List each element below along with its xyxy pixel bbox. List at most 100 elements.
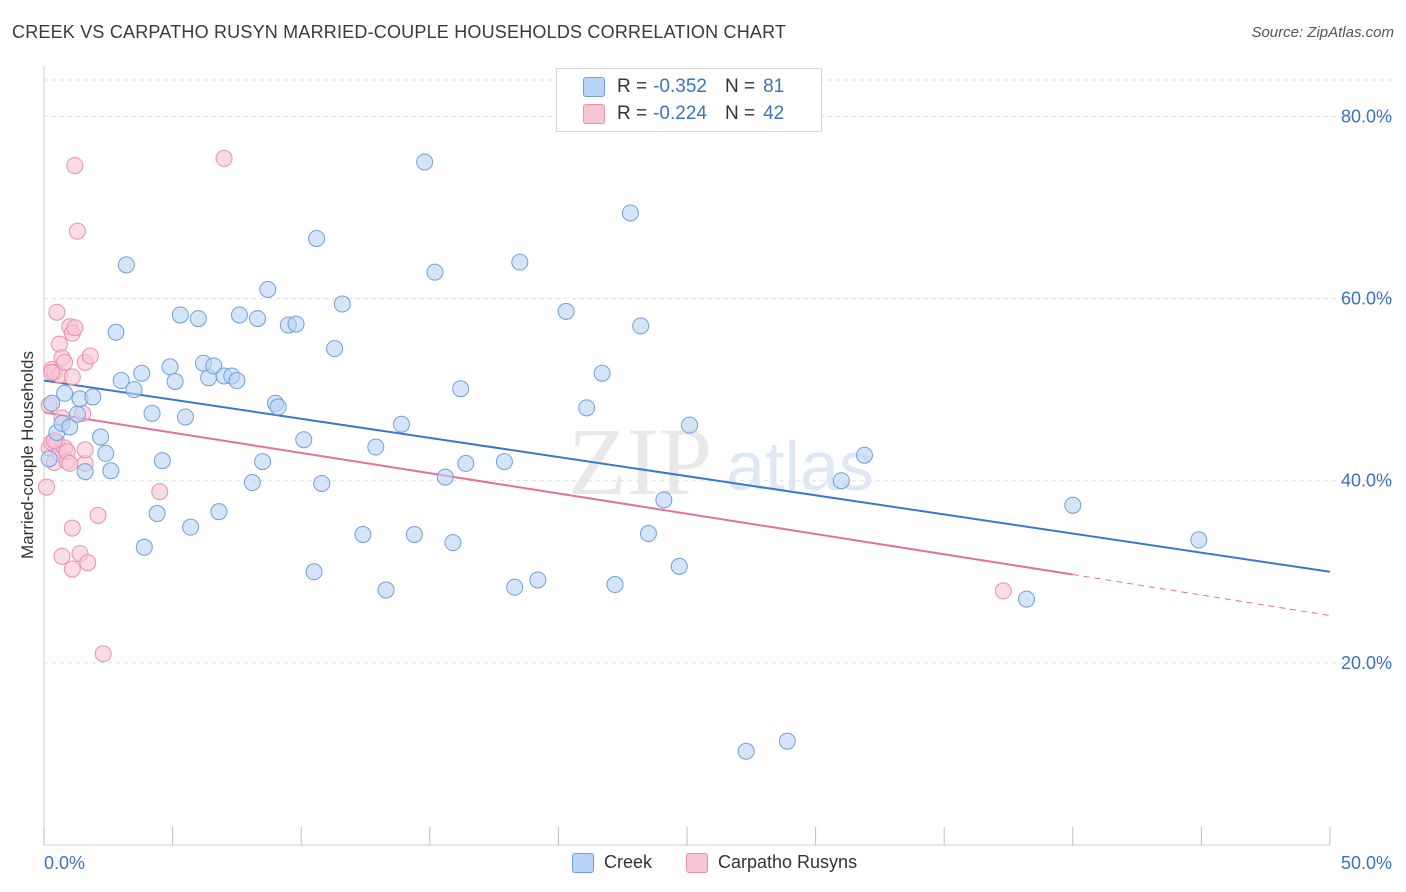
creek-point [107, 323, 125, 341]
rusyn-point [79, 554, 97, 572]
x-tick-label: 50.0% [1341, 853, 1392, 873]
legend-label-creek: Creek [604, 852, 653, 872]
y-tick-label: 40.0% [1341, 471, 1392, 491]
rusyn-point [151, 483, 169, 501]
creek-point [112, 372, 130, 390]
rusyn-swatch [583, 104, 605, 124]
creek-point [452, 380, 470, 398]
creek-point [254, 453, 272, 471]
creek-swatch [572, 852, 594, 873]
creek-point [855, 446, 873, 464]
creek-point [426, 263, 444, 281]
legend-item-carpatho-rusyns[interactable]: Carpatho Rusyns [686, 852, 857, 873]
watermark: ZIP atlas [568, 408, 874, 515]
legend-item-creek[interactable]: Creek [572, 852, 652, 873]
creek-point [495, 453, 513, 471]
rusyn-point [215, 149, 233, 167]
points-creek [40, 153, 1208, 760]
rusyn-trend-extension [1072, 574, 1331, 616]
x-tick-label: 0.0% [44, 853, 85, 873]
creek-point [56, 384, 74, 402]
rusyn-swatch [686, 852, 708, 873]
creek-point [148, 505, 166, 522]
creek-point [295, 431, 313, 449]
creek-point [326, 340, 344, 358]
creek-point [153, 452, 171, 470]
creek-point [1064, 496, 1082, 514]
creek-point [436, 468, 454, 486]
creek-point [778, 732, 796, 750]
creek-point [832, 472, 850, 490]
creek-point [333, 295, 351, 313]
creek-point [444, 534, 462, 552]
creek-point [102, 462, 120, 480]
r-label: R = [617, 76, 648, 97]
creek-point [557, 302, 575, 320]
n-value: 42 [763, 103, 785, 124]
creek-point [171, 306, 189, 324]
creek-point [176, 408, 194, 426]
creek-point [143, 404, 161, 422]
creek-point [416, 153, 434, 171]
creek-point [230, 306, 248, 324]
creek-point [670, 557, 688, 575]
rusyn-point [53, 547, 71, 565]
creek-swatch [583, 77, 605, 97]
creek-point [117, 256, 135, 274]
creek-point [354, 525, 372, 543]
rusyn-point [94, 645, 112, 663]
creek-point [1018, 590, 1036, 608]
creek-point [593, 364, 611, 382]
creek-point [393, 415, 411, 433]
creek-point [92, 428, 110, 446]
rusyn-point [61, 454, 79, 472]
creek-point [182, 518, 200, 536]
creek-point [135, 538, 153, 556]
creek-point [61, 418, 79, 436]
creek-point [133, 364, 151, 382]
creek-point [189, 310, 207, 328]
creek-point [76, 463, 94, 481]
x-tick-labels: 0.0% 50.0% [44, 853, 1392, 873]
creek-point [305, 563, 323, 581]
creek-point [259, 280, 277, 298]
creek-point [655, 491, 673, 509]
rusyn-point [76, 441, 94, 459]
n-value: 81 [763, 76, 785, 97]
rusyn-point [63, 368, 81, 386]
creek-point [84, 388, 102, 406]
creek-point [228, 372, 246, 390]
creek-trend-line [43, 379, 1331, 573]
creek-point [367, 438, 385, 456]
creek-point [405, 525, 423, 543]
creek-point [210, 503, 228, 521]
source-credit: Source: ZipAtlas.com [1251, 24, 1394, 41]
creek-point [632, 317, 650, 335]
legend-label-carpatho-rusyns: Carpatho Rusyns [718, 852, 858, 872]
creek-point [287, 315, 305, 333]
creek-point [205, 357, 223, 375]
chart-title: CREEK VS CARPATHO RUSYN MARRIED-COUPLE H… [12, 22, 787, 42]
legend-row-rusyn: R = -0.224 N = 42 [583, 102, 784, 126]
y-tick-label: 20.0% [1341, 653, 1392, 673]
creek-point [269, 398, 287, 416]
creek-point [737, 742, 755, 760]
creek-point [621, 204, 639, 222]
creek-point [377, 581, 395, 599]
creek-point [68, 405, 86, 423]
grid-lines [44, 79, 1392, 664]
rusyn-point [48, 303, 66, 321]
creek-point [243, 474, 261, 492]
rusyn-point [81, 347, 99, 365]
creek-point [639, 525, 657, 543]
creek-point [506, 578, 524, 596]
creek-point [681, 416, 699, 434]
creek-point [457, 454, 475, 472]
points-carpatho-rusyns [38, 149, 1012, 663]
rusyn-point [38, 478, 56, 496]
creek-point [43, 394, 61, 412]
creek-point [1190, 531, 1208, 549]
y-tick-label: 80.0% [1341, 106, 1392, 126]
rusyn-point [56, 353, 74, 371]
rusyn-point [66, 319, 84, 337]
